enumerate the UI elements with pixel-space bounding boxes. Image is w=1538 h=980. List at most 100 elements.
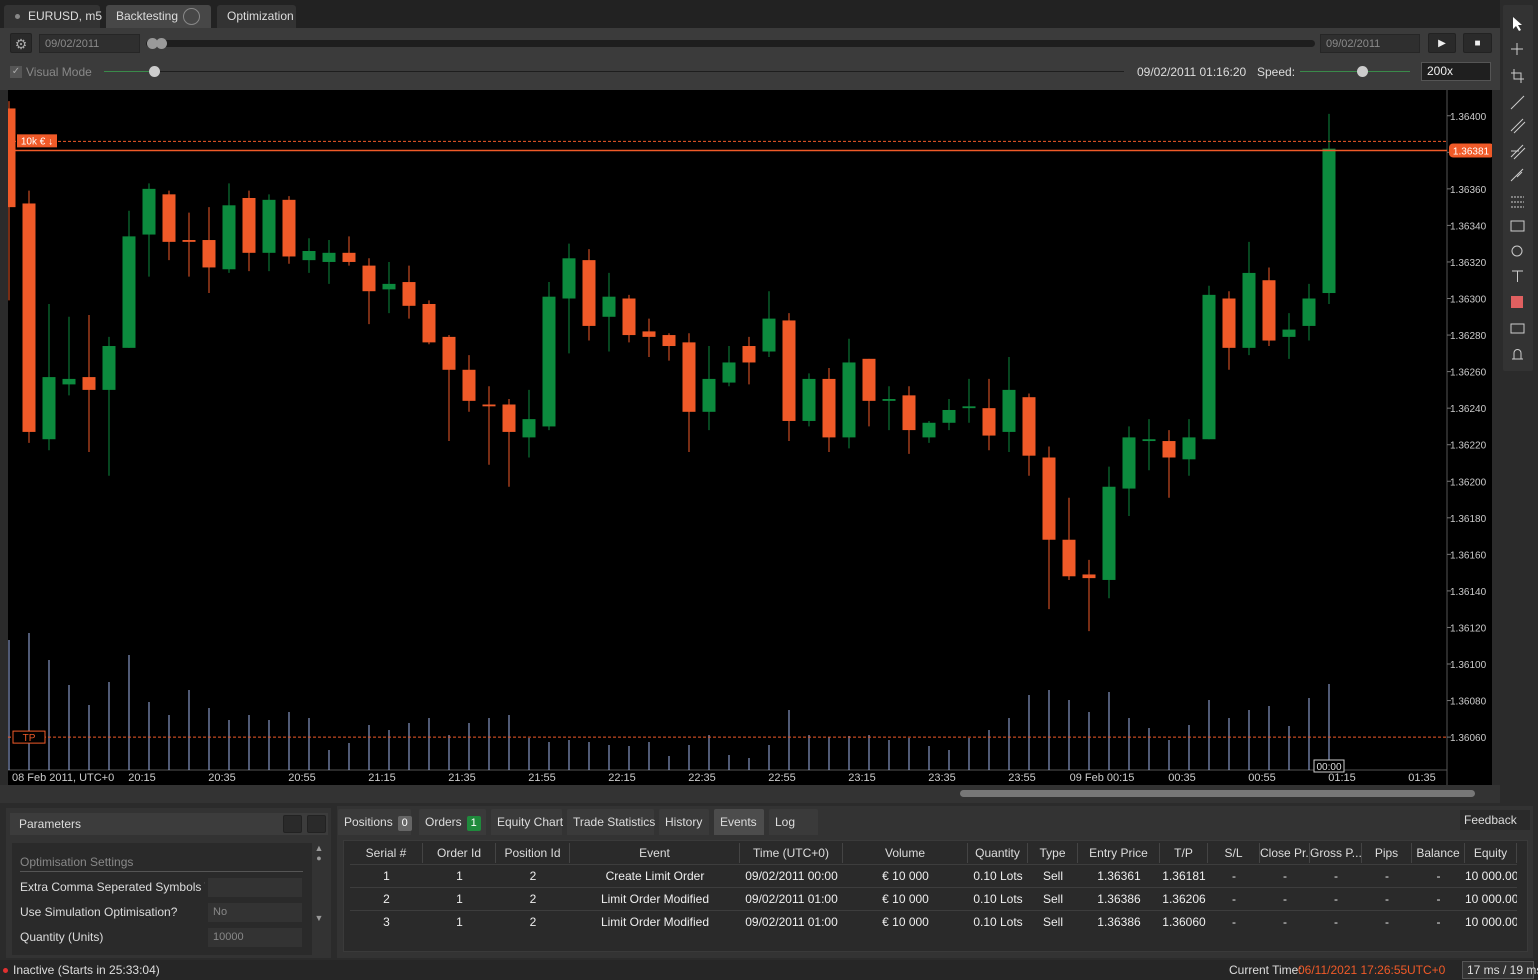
- levels-tool[interactable]: [1511, 196, 1524, 208]
- table-cell: -: [1283, 915, 1287, 929]
- table-cell: 1: [456, 892, 463, 906]
- table-cell: Limit Order Modified: [600, 892, 710, 906]
- chart-background: [8, 90, 1492, 785]
- y-tick-label: 1.36160: [1450, 550, 1487, 561]
- timezone[interactable]: UTC+0: [1407, 963, 1446, 977]
- candle-body: [102, 346, 116, 390]
- parameter-input[interactable]: No: [208, 903, 302, 922]
- measure-tool[interactable]: [1511, 69, 1524, 83]
- progress-track[interactable]: [146, 40, 1315, 47]
- y-tick-label: 1.36240: [1450, 404, 1487, 415]
- start-date[interactable]: 09/02/2011: [39, 34, 140, 53]
- position-label: 10k € ↓: [21, 136, 53, 147]
- candle-body: [462, 369, 476, 401]
- pause-icon[interactable]: [183, 8, 200, 25]
- alert-tool[interactable]: [1512, 349, 1523, 360]
- table-cell: 0.10 Lots: [973, 892, 1023, 906]
- color-tool[interactable]: [1511, 296, 1523, 308]
- column-header: Type: [1028, 843, 1078, 863]
- panel-button[interactable]: [307, 815, 326, 833]
- table-cell: 1.36060: [1162, 915, 1206, 929]
- stop-button[interactable]: ■: [1463, 33, 1492, 53]
- play-button[interactable]: ▶: [1428, 33, 1456, 53]
- candle-body: [1062, 539, 1076, 577]
- bottom-tab[interactable]: Log: [769, 809, 818, 835]
- table-cell: 1: [456, 869, 463, 883]
- parameter-label: Extra Comma Seperated Symbols T...: [20, 880, 205, 894]
- settings-button[interactable]: ⚙: [10, 33, 32, 53]
- table-cell: -: [1385, 869, 1389, 883]
- candle-body: [342, 252, 356, 262]
- bottom-tab[interactable]: Orders 1: [419, 809, 486, 835]
- candle-body: [302, 250, 316, 261]
- row-separator: [350, 864, 1517, 865]
- feedback-button[interactable]: Feedback: [1460, 810, 1530, 830]
- text-tool[interactable]: [1512, 270, 1523, 282]
- table-cell: 0.10 Lots: [973, 869, 1023, 883]
- candle-body: [1282, 329, 1296, 337]
- table-cell: -: [1436, 892, 1441, 906]
- progress-handle[interactable]: [156, 38, 167, 49]
- section-title: Optimisation Settings: [20, 855, 303, 872]
- channel-tool[interactable]: [1510, 118, 1526, 134]
- candle-body: [1002, 389, 1016, 432]
- tab-label: Orders: [425, 815, 462, 829]
- column-header: Event: [570, 843, 740, 863]
- speed-track[interactable]: [1300, 71, 1410, 72]
- pointer-tool[interactable]: [1513, 17, 1522, 31]
- x-tick-label: 23:35: [928, 772, 956, 784]
- table-cell: 2: [383, 892, 390, 906]
- end-date[interactable]: 09/02/2011: [1320, 34, 1420, 53]
- x-tick-label: 21:15: [368, 772, 396, 784]
- progress-handle[interactable]: [147, 38, 158, 49]
- speed-handle[interactable]: [1357, 66, 1368, 77]
- rectangle-tool[interactable]: [1510, 220, 1525, 232]
- parameter-input[interactable]: [208, 878, 302, 897]
- candle-body: [122, 236, 136, 348]
- y-tick-label: 1.36060: [1450, 733, 1487, 744]
- tab-label: Positions: [344, 815, 393, 829]
- candle-body: [682, 342, 696, 412]
- ellipse-tool[interactable]: [1511, 245, 1523, 257]
- y-tick-label: 1.36120: [1450, 623, 1487, 634]
- line-tool[interactable]: [1510, 95, 1525, 110]
- candle-body: [742, 346, 756, 363]
- slider-track[interactable]: [104, 71, 1124, 72]
- candle-body: [522, 419, 536, 438]
- tab[interactable]: EURUSD, m5: [4, 5, 102, 28]
- tab-dot: [15, 14, 20, 19]
- speed-input[interactable]: 200x: [1421, 62, 1491, 81]
- pitchfork-tool[interactable]: [1510, 144, 1526, 160]
- checkbox[interactable]: ✓: [10, 66, 22, 78]
- param-scrollbar[interactable]: ▲ ● ▼: [314, 843, 324, 923]
- bottom-tab[interactable]: Trade Statistics: [567, 809, 655, 835]
- tab[interactable]: Optimization: [217, 5, 296, 28]
- y-tick-label: 1.36080: [1450, 697, 1487, 708]
- crosshair-tool[interactable]: [1511, 43, 1523, 55]
- scroll-thumb[interactable]: [960, 790, 1475, 797]
- current-price-label: 1.36381: [1453, 146, 1490, 157]
- bottom-tab[interactable]: Equity Chart: [491, 809, 563, 835]
- candle-body: [822, 378, 836, 438]
- y-tick-label: 1.36140: [1450, 587, 1487, 598]
- bottom-tab[interactable]: History: [659, 809, 709, 835]
- tab-label: Log: [775, 815, 796, 829]
- table-cell: 1: [456, 915, 463, 929]
- table-cell: 10 000.00: [1465, 915, 1517, 929]
- bottom-tab[interactable]: Events: [714, 809, 764, 835]
- x-tick-label: 20:35: [208, 772, 236, 784]
- column-header: Entry Price: [1078, 843, 1160, 863]
- table-cell: 1.36386: [1097, 915, 1141, 929]
- screenshot-tool[interactable]: [1510, 323, 1525, 334]
- bottom-tab[interactable]: Positions 0: [338, 809, 412, 835]
- table-cell: 0.10 Lots: [973, 915, 1023, 929]
- fib-tool[interactable]: [1510, 168, 1524, 182]
- slider-handle[interactable]: [149, 66, 160, 77]
- panel-button[interactable]: [283, 815, 302, 833]
- table-cell: -: [1283, 869, 1287, 883]
- parameter-input[interactable]: 10000: [208, 928, 302, 947]
- candle-body: [782, 320, 796, 421]
- candle-body: [322, 252, 336, 262]
- candle-body: [662, 335, 676, 347]
- x-tick-label: 22:55: [768, 772, 796, 784]
